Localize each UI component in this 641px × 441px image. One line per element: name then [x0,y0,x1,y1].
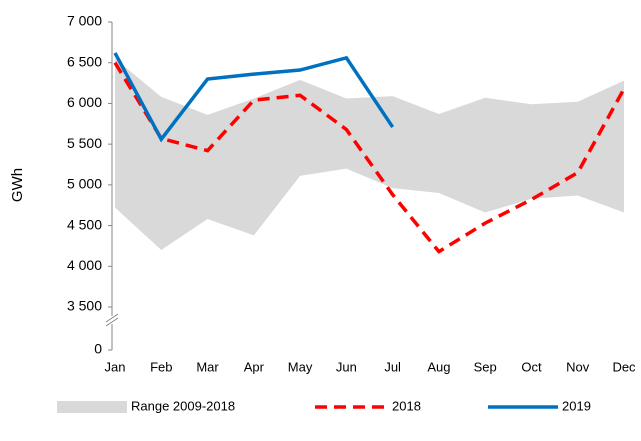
range-area [115,58,624,251]
x-tick-label: Jul [384,359,401,374]
line-2019 [113,52,395,143]
y-tick-label: 0 [94,341,102,357]
y-tick-label: 7 000 [67,13,102,29]
x-tick-label: May [288,359,313,374]
legend-label: 2019 [562,398,591,413]
y-tick-label: 4 500 [67,216,102,232]
x-tick-label: Feb [150,359,172,374]
x-tick-label: Aug [427,359,450,374]
legend-label: 2018 [392,398,421,413]
x-tick-label: Nov [566,359,590,374]
y-tick-label: 6 500 [67,53,102,69]
line-2018 [113,61,626,254]
x-tick-label: Sep [474,359,497,374]
y-tick-label: 3 500 [67,298,102,314]
legend-swatch [57,401,127,413]
legend-label: Range 2009-2018 [131,398,235,413]
y-tick-label: 6 000 [67,94,102,110]
y-tick-label: 4 000 [67,257,102,273]
y-axis-label: GWh [9,168,26,202]
x-tick-label: Dec [612,359,636,374]
y-tick-label: 5 000 [67,176,102,192]
x-tick-label: Apr [244,359,265,374]
x-tick-label: Mar [196,359,219,374]
y-tick-label: 5 500 [67,135,102,151]
x-tick-label: Jun [336,359,357,374]
x-tick-label: Oct [521,359,542,374]
axis-break [105,313,119,327]
x-tick-label: Jan [105,359,126,374]
axis-break-gap [106,316,118,324]
